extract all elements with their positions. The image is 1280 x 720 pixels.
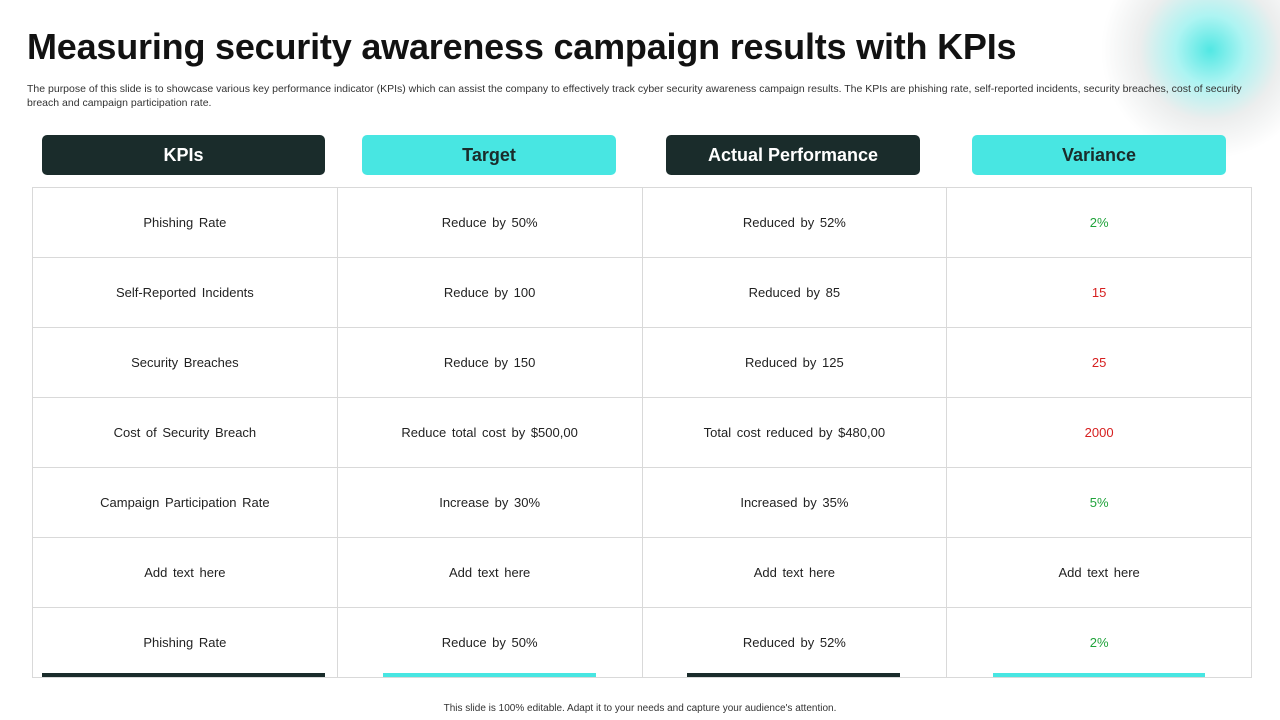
table-row: Phishing Rate Reduce by 50% Reduced by 5…: [33, 608, 1252, 678]
actual-cell: Reduced by 85: [643, 258, 948, 327]
target-cell: Reduce by 50%: [338, 188, 643, 257]
target-cell: Increase by 30%: [338, 468, 643, 537]
page-title: Measuring security awareness campaign re…: [27, 26, 1017, 67]
variance-cell: 2000: [947, 398, 1252, 467]
header-kpis: KPIs: [42, 135, 325, 175]
kpi-cell: Phishing Rate: [33, 608, 338, 677]
actual-cell: Total cost reduced by $480,00: [643, 398, 948, 467]
footer-note: This slide is 100% editable. Adapt it to…: [443, 703, 837, 714]
column-accent-bar: [383, 673, 596, 677]
column-accent-bar: [687, 673, 900, 677]
actual-cell: Reduced by 125: [643, 328, 948, 397]
target-cell: Reduce by 100: [338, 258, 643, 327]
actual-cell: Increased by 35%: [643, 468, 948, 537]
actual-cell: Reduced by 52%: [643, 188, 948, 257]
kpi-cell: Self-Reported Incidents: [33, 258, 338, 327]
table-row: Cost of Security Breach Reduce total cos…: [33, 398, 1252, 468]
page-subtitle: The purpose of this slide is to showcase…: [27, 83, 1242, 109]
target-cell: Reduce total cost by $500,00: [338, 398, 643, 467]
kpi-cell: Cost of Security Breach: [33, 398, 338, 467]
kpi-cell: Add text here: [33, 538, 338, 607]
table-row: Security Breaches Reduce by 150 Reduced …: [33, 328, 1252, 398]
header-target: Target: [362, 135, 616, 175]
variance-cell: 2%: [947, 608, 1252, 677]
variance-cell: 5%: [947, 468, 1252, 537]
kpi-cell: Security Breaches: [33, 328, 338, 397]
column-accent-bar: [993, 673, 1205, 677]
variance-cell: 2%: [947, 188, 1252, 257]
kpi-cell: Phishing Rate: [33, 188, 338, 257]
table-row: Self-Reported Incidents Reduce by 100 Re…: [33, 258, 1252, 328]
target-cell: Reduce by 50%: [338, 608, 643, 677]
table-row: Campaign Participation Rate Increase by …: [33, 468, 1252, 538]
variance-cell: Add text here: [947, 538, 1252, 607]
actual-cell: Add text here: [643, 538, 948, 607]
table-row: Add text here Add text here Add text her…: [33, 538, 1252, 608]
target-cell: Reduce by 150: [338, 328, 643, 397]
kpi-cell: Campaign Participation Rate: [33, 468, 338, 537]
header-actual-performance: Actual Performance: [666, 135, 920, 175]
variance-cell: 25: [947, 328, 1252, 397]
variance-cell: 15: [947, 258, 1252, 327]
table-row: Phishing Rate Reduce by 50% Reduced by 5…: [33, 188, 1252, 258]
target-cell: Add text here: [338, 538, 643, 607]
header-variance: Variance: [972, 135, 1226, 175]
column-accent-bar: [42, 673, 325, 677]
actual-cell: Reduced by 52%: [643, 608, 948, 677]
kpi-table: Phishing Rate Reduce by 50% Reduced by 5…: [32, 187, 1252, 678]
